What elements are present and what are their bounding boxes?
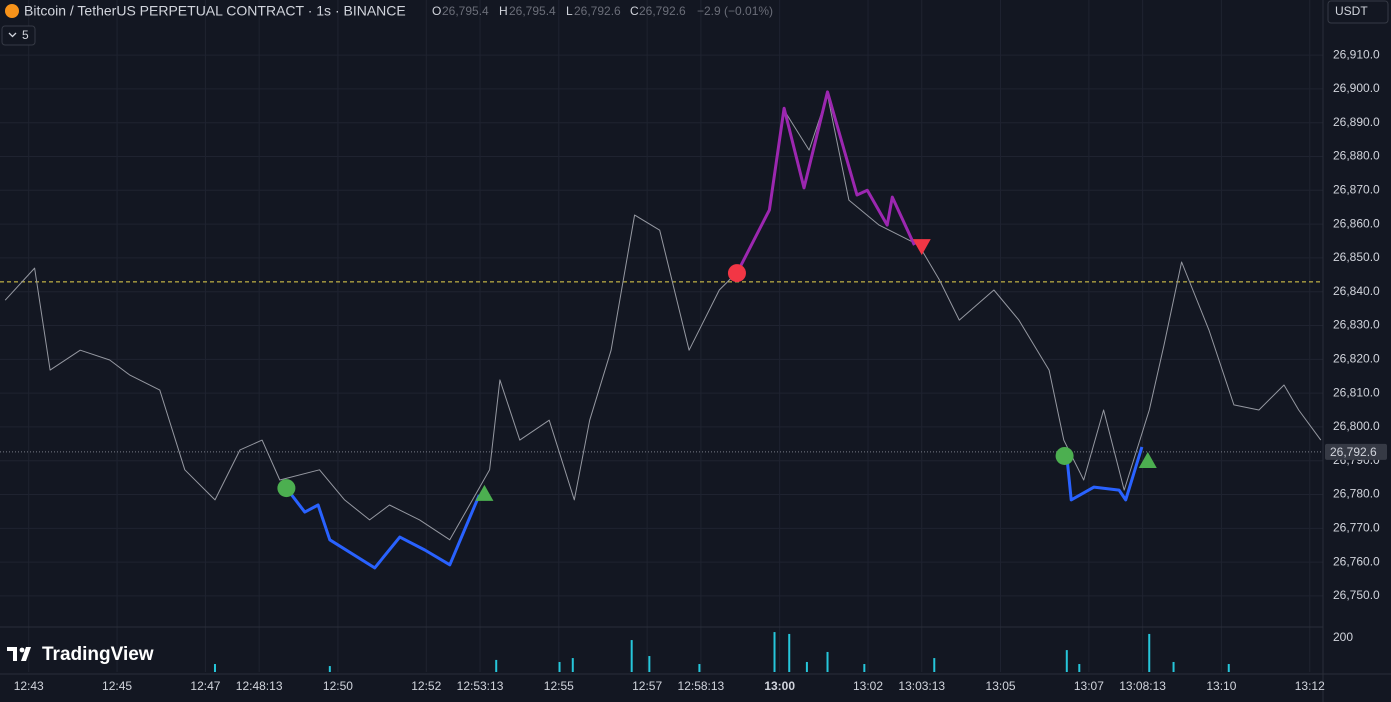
ohlc-value: 26,795.4 — [509, 4, 556, 18]
x-tick-label: 13:12 — [1295, 679, 1325, 693]
y-tick-label: 26,800.0 — [1333, 419, 1380, 433]
x-tick-label: 12:58:13 — [678, 679, 725, 693]
volume-bar — [495, 659, 498, 672]
ohlc-value: 26,795.4 — [442, 4, 489, 18]
x-tick-label: 12:52 — [411, 679, 441, 693]
x-tick-label: 13:02 — [853, 679, 883, 693]
x-tick-label: 12:47 — [190, 679, 220, 693]
signal-marker — [277, 479, 296, 498]
x-tick-label: 13:07 — [1074, 679, 1104, 693]
volume-bar — [571, 658, 574, 672]
ohlc-value: 26,792.6 — [639, 4, 686, 18]
volume-bar — [1148, 633, 1151, 672]
ohlc-label: L — [566, 4, 573, 18]
y-tick-label: 26,750.0 — [1333, 588, 1380, 602]
ohlc-label: O — [432, 4, 441, 18]
brand[interactable]: TradingView — [42, 644, 154, 665]
price-line — [4, 94, 1322, 541]
price-line — [735, 90, 916, 274]
symbol-title[interactable]: Bitcoin / TetherUS PERPETUAL CONTRACT · … — [24, 3, 406, 19]
volume-bar — [933, 658, 936, 672]
volume-bar — [648, 656, 651, 672]
axes: 26,910.0 26,900.0 26,890.0 26,880.0 26,870.0… — [14, 47, 1387, 693]
x-tick-label: 12:55 — [544, 679, 574, 693]
y-tick-label: 26,860.0 — [1333, 216, 1380, 230]
x-tick-label: 13:05 — [986, 679, 1016, 693]
y-tick-label: 26,900.0 — [1333, 81, 1380, 95]
y-tick-label: 26,770.0 — [1333, 520, 1380, 534]
last-price-box — [1325, 443, 1387, 460]
signal-marker — [727, 264, 746, 283]
volume-bar — [1172, 661, 1175, 672]
volume-bar — [863, 664, 866, 672]
volume-bar — [826, 651, 829, 672]
x-tick-label: 12:57 — [632, 679, 662, 693]
signal-marker — [475, 484, 494, 501]
x-tick-label: 13:03:13 — [898, 679, 945, 693]
x-tick-label: 12:45 — [102, 679, 132, 693]
price-line — [285, 487, 481, 570]
ohlc-label: C — [630, 4, 639, 18]
y-tick-label: 26,760.0 — [1333, 554, 1380, 568]
ohlc-label: H — [499, 4, 508, 18]
brand-logo[interactable]: TradingView — [7, 644, 154, 665]
interval-toggle[interactable]: 5 — [1, 25, 36, 46]
y-tick-label: 26,780.0 — [1333, 487, 1380, 501]
volume-bar — [1065, 650, 1068, 672]
interval-count[interactable]: 5 — [22, 28, 29, 42]
volume-bar — [698, 664, 701, 672]
y-tick-label: 26,810.0 — [1333, 385, 1380, 399]
grid — [0, 0, 1323, 672]
x-tick-label: 12:48:13 — [236, 679, 283, 693]
y-tick-label: 26,820.0 — [1333, 351, 1380, 365]
y-tick-label: 26,890.0 — [1333, 115, 1380, 129]
x-tick-label: 13:10 — [1206, 679, 1236, 693]
y-tick-label: 26,850.0 — [1333, 250, 1380, 264]
x-tick-label: 13:00 — [764, 679, 795, 693]
ohlc-value: 26,792.6 — [574, 4, 621, 18]
logo-dot — [19, 647, 25, 653]
y-tick-label: 26,910.0 — [1333, 47, 1380, 61]
plot — [0, 90, 1323, 672]
symbol-icon — [5, 4, 19, 18]
currency[interactable]: USDT — [1335, 4, 1368, 18]
change: −2.9 (−0.01%) — [697, 4, 773, 18]
volume-bar — [558, 661, 561, 672]
y-tick-label: 26,870.0 — [1333, 182, 1380, 196]
volume-bar — [1078, 664, 1081, 672]
volume-bar — [788, 633, 791, 672]
currency-box[interactable]: USDT — [1327, 0, 1389, 24]
volume-bar — [773, 632, 776, 672]
y-tick-label: 26,840.0 — [1333, 284, 1380, 298]
signal-marker — [1055, 446, 1074, 465]
volume-bar — [630, 640, 633, 672]
volume-bar — [328, 666, 331, 672]
currency-frame[interactable] — [1327, 0, 1389, 24]
volume-tick-label: 200 — [1333, 630, 1353, 644]
volume-bar — [1227, 664, 1230, 672]
signal-marker — [912, 239, 931, 256]
x-tick-label: 12:50 — [323, 679, 353, 693]
volume-bar — [805, 661, 808, 672]
x-tick-label: 13:08:13 — [1119, 679, 1166, 693]
y-tick-label: 26,880.0 — [1333, 149, 1380, 163]
logo-slash — [21, 647, 31, 661]
logo-mark — [7, 647, 17, 661]
price-line — [1065, 446, 1144, 502]
toggle-box[interactable] — [1, 25, 36, 46]
last-price-label: 26,792.6 — [1330, 445, 1377, 459]
x-tick-label: 12:53:13 — [457, 679, 504, 693]
signal-marker — [1138, 452, 1157, 469]
x-tick-label: 12:43 — [14, 679, 44, 693]
y-tick-label: 26,830.0 — [1333, 318, 1380, 332]
chevron — [8, 32, 17, 38]
volume-bar — [213, 664, 216, 672]
